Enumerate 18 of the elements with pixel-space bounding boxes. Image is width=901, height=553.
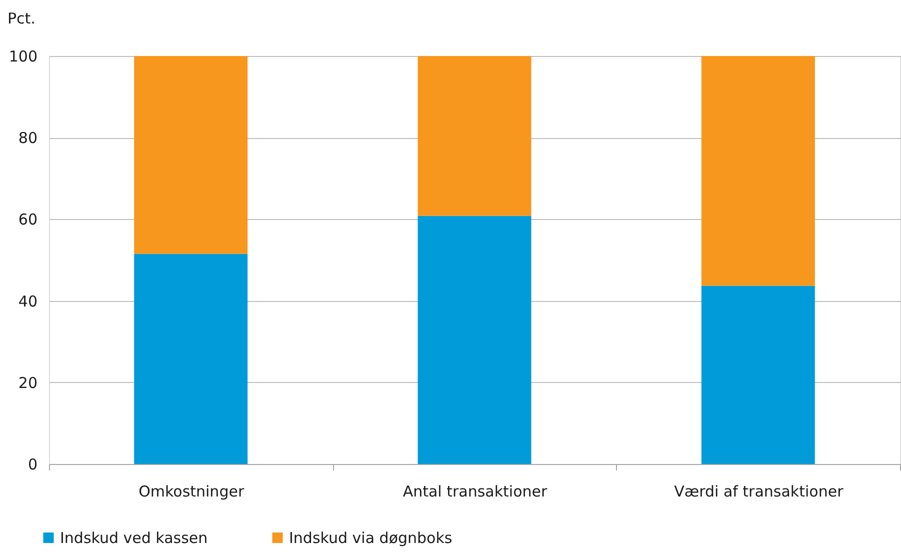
bar <box>134 254 248 464</box>
bar <box>701 286 815 464</box>
y-tick-label: 60 <box>18 210 38 229</box>
y-axis-title: Pct. <box>8 10 36 28</box>
bar <box>701 56 815 286</box>
y-tick-label: 0 <box>28 456 38 474</box>
y-tick-label: 40 <box>18 292 38 310</box>
legend-label: Indskud via døgnboks <box>289 528 452 547</box>
x-tick-label: Antal transaktioner <box>402 482 548 500</box>
bar <box>418 216 532 464</box>
x-tick-label: Værdi af transaktioner <box>674 482 844 500</box>
legend-label: Indskud ved kassen <box>60 528 208 547</box>
y-tick-label: 20 <box>18 374 38 392</box>
y-tick-label: 80 <box>18 129 38 148</box>
bar <box>418 56 532 216</box>
y-tick-label: 100 <box>8 48 38 66</box>
bar <box>134 56 248 254</box>
x-tick-label: Omkostninger <box>138 482 245 500</box>
